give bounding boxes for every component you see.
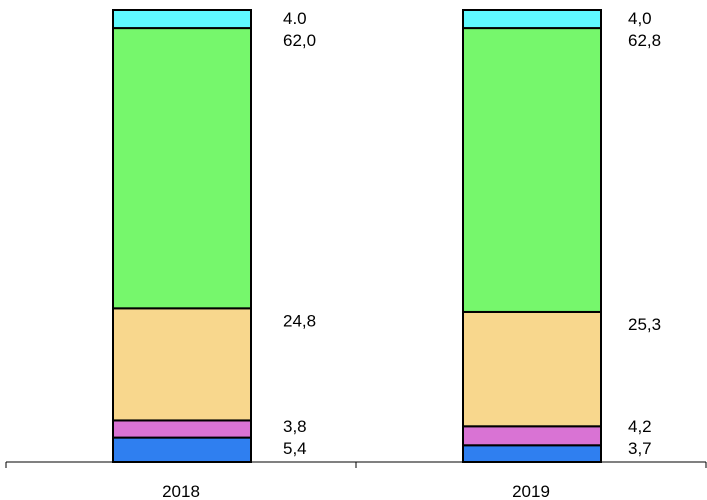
value-label-2019-1: 4,2 (628, 417, 652, 436)
category-label-2018: 2018 (162, 482, 200, 500)
bar-segment-2019-1 (462, 425, 602, 447)
bar-segment-2018-4 (112, 9, 252, 30)
value-label-2019-0: 3,7 (628, 439, 652, 458)
value-label-2019-3: 62,8 (628, 31, 661, 50)
bar-segment-2018-1 (112, 419, 252, 439)
bar-segment-2018-2 (112, 307, 252, 422)
value-label-2019-2: 25,3 (628, 315, 661, 334)
bar-segment-2019-3 (462, 27, 602, 313)
category-label-2019: 2019 (512, 482, 550, 500)
bar-segment-2018-0 (112, 436, 252, 464)
value-label-2018-1: 3,8 (283, 417, 307, 436)
bar-segment-2018-3 (112, 27, 252, 310)
value-label-2018-0: 5,4 (283, 439, 307, 458)
value-label-2018-4: 4.0 (283, 9, 307, 28)
bar-segment-2019-4 (462, 9, 602, 30)
bars-group (112, 9, 602, 464)
bar-segment-2019-0 (462, 444, 602, 464)
value-label-2018-3: 62,0 (283, 31, 316, 50)
value-label-2019-4: 4,0 (628, 9, 652, 28)
value-label-2018-2: 24,8 (283, 311, 316, 330)
bar-segment-2019-2 (462, 310, 602, 428)
category-labels: 2018 2019 (162, 482, 550, 500)
value-labels: 5,4 3,8 24,8 62,0 4.0 3,7 4,2 25,3 62,8 4,0 (283, 9, 661, 458)
x-axis (5, 461, 707, 468)
